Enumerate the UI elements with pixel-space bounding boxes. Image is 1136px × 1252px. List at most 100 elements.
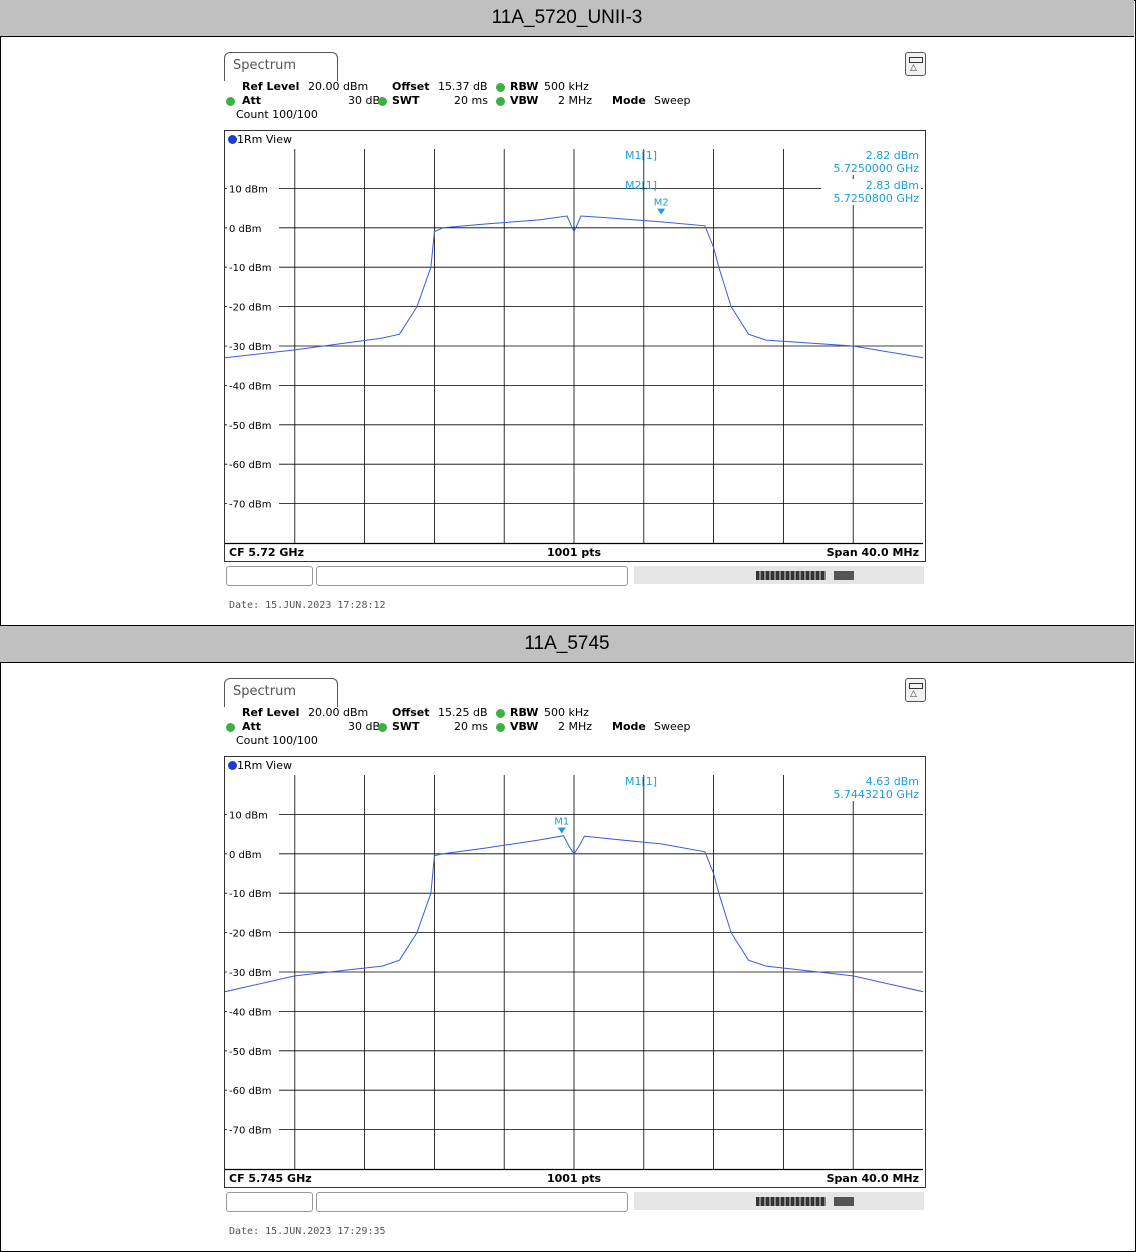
marker-readout-name: M1[1] (625, 775, 657, 788)
mode-value: Sweep (654, 720, 691, 733)
y-tick-label: -20 dBm (229, 929, 271, 940)
panel-title: 11A_5745 (0, 625, 1134, 663)
rbw-label: RBW (510, 80, 539, 93)
sweep-count: Count 100/100 (236, 734, 318, 747)
marker-readout-name: M2[1] (625, 179, 657, 192)
mode-value: Sweep (654, 94, 691, 107)
y-tick-label: 0 dBm (229, 850, 262, 861)
readout-bg (821, 149, 921, 175)
y-tick-label: -50 dBm (229, 421, 271, 432)
vbw-label: VBW (510, 720, 539, 733)
status-dot-icon (496, 721, 505, 734)
y-tick-label: -70 dBm (229, 1126, 271, 1137)
mode-label: Mode (612, 720, 646, 733)
timestamp: Date: 15.JUN.2023 17:29:35 (229, 1226, 386, 1237)
y-tick-label: -70 dBm (229, 500, 271, 511)
offset-label: Offset (392, 80, 430, 93)
y-tick-label: -60 dBm (229, 1086, 271, 1097)
tick-label-bg (227, 846, 279, 860)
att-label: Att (242, 94, 262, 107)
att-value: 30 dB (348, 94, 381, 107)
tick-label-bg (227, 299, 279, 313)
marker-readout-level: 2.82 dBm (866, 149, 919, 162)
sweep-count: Count 100/100 (236, 108, 318, 121)
spectrum-tab-label: Spectrum (233, 684, 296, 699)
tick-label-bg (227, 181, 279, 195)
marker-readout-freq: 5.7443210 GHz (833, 788, 919, 801)
status-field-left[interactable] (226, 566, 313, 586)
view-label-text: 1Rm View (237, 133, 292, 146)
att-value: 30 dB (348, 720, 381, 733)
tick-label-bg (227, 925, 279, 939)
y-tick-label: -10 dBm (229, 263, 271, 274)
trace-line (225, 215, 923, 359)
y-tick-label: 0 dBm (229, 224, 262, 235)
status-dot-icon (226, 721, 235, 734)
swt-value: 20 ms (454, 94, 488, 107)
y-tick-label: -20 dBm (229, 303, 271, 314)
y-tick-label: -40 dBm (229, 381, 271, 392)
status-dot-icon (496, 707, 505, 720)
ref-level-value: 20.00 dBm (308, 80, 369, 93)
status-field-left[interactable] (226, 1192, 313, 1212)
trace-dot-icon (228, 135, 237, 144)
tick-label-bg (227, 378, 279, 392)
tick-label-bg (227, 457, 279, 471)
status-dot-icon (378, 95, 387, 108)
progress-icon (756, 571, 826, 580)
trace-line (225, 835, 923, 993)
marker-triangle (657, 208, 666, 215)
points-count: 1001 pts (547, 1172, 602, 1185)
spectrum-tab[interactable]: Spectrum (224, 678, 338, 707)
y-tick-label: -30 dBm (229, 968, 271, 979)
status-field-message[interactable] (316, 1192, 628, 1212)
spectrum-tab[interactable]: Spectrum (224, 52, 338, 81)
span-value: Span 40.0 MHz (827, 1172, 919, 1185)
tick-label-bg (227, 1122, 279, 1136)
marker-triangle (557, 827, 566, 834)
ref-level-value: 20.00 dBm (308, 706, 369, 719)
spectrum-chart: 10 dBm 0 dBm -10 dBm -20 dBm -30 dBm -40 dBm -… (225, 775, 923, 1185)
y-tick-label: 10 dBm (229, 810, 268, 821)
tick-label-bg (227, 496, 279, 510)
mode-label: Mode (612, 94, 646, 107)
spectrum-chart: 10 dBm 0 dBm -10 dBm -20 dBm -30 dBm -40 dBm -… (225, 149, 923, 559)
y-tick-label: -40 dBm (229, 1007, 271, 1018)
tick-label-bg (227, 260, 279, 274)
marker-label: M1 (554, 817, 569, 828)
y-tick-label: -10 dBm (229, 889, 271, 900)
trace-view-label: 1Rm View (228, 133, 292, 146)
rbw-label: RBW (510, 706, 539, 719)
status-dot-icon (378, 721, 387, 734)
offset-value: 15.37 dB (438, 80, 488, 93)
span-value: Span 40.0 MHz (827, 546, 919, 559)
marker-label: M2 (654, 198, 669, 209)
timestamp: Date: 15.JUN.2023 17:28:12 (229, 600, 386, 611)
device-icon[interactable]: △ (905, 678, 926, 702)
progress-icon (756, 1197, 826, 1206)
status-field-message[interactable] (316, 566, 628, 586)
plot-area: 1Rm View 10 dBm 0 dBm -10 dBm -20 dBm -30 dB… (224, 130, 926, 562)
marker-readout-level: 2.83 dBm (866, 179, 919, 192)
marker-readout-name: M1[1] (625, 149, 657, 162)
tick-label-bg (227, 339, 279, 352)
offset-value: 15.25 dB (438, 706, 488, 719)
trace-view-label: 1Rm View (228, 759, 292, 772)
status-bar (224, 564, 930, 586)
activity-icon (834, 571, 854, 580)
marker-readout-level: 4.63 dBm (866, 775, 919, 788)
device-icon[interactable]: △ (905, 52, 926, 76)
offset-label: Offset (392, 706, 430, 719)
points-count: 1001 pts (547, 546, 602, 559)
plot-area: 1Rm View 10 dBm 0 dBm -10 dBm -20 dBm -30 dB… (224, 756, 926, 1188)
view-label-text: 1Rm View (237, 759, 292, 772)
tick-label-bg (227, 965, 279, 978)
vbw-value: 2 MHz (558, 720, 593, 733)
swt-label: SWT (392, 94, 420, 107)
vbw-label: VBW (510, 94, 539, 107)
center-frequency: CF 5.72 GHz (229, 546, 304, 559)
marker-readout-freq: 5.7250000 GHz (833, 162, 919, 175)
tick-label-bg (227, 1043, 279, 1057)
activity-icon (834, 1197, 854, 1206)
y-tick-label: -30 dBm (229, 342, 271, 353)
